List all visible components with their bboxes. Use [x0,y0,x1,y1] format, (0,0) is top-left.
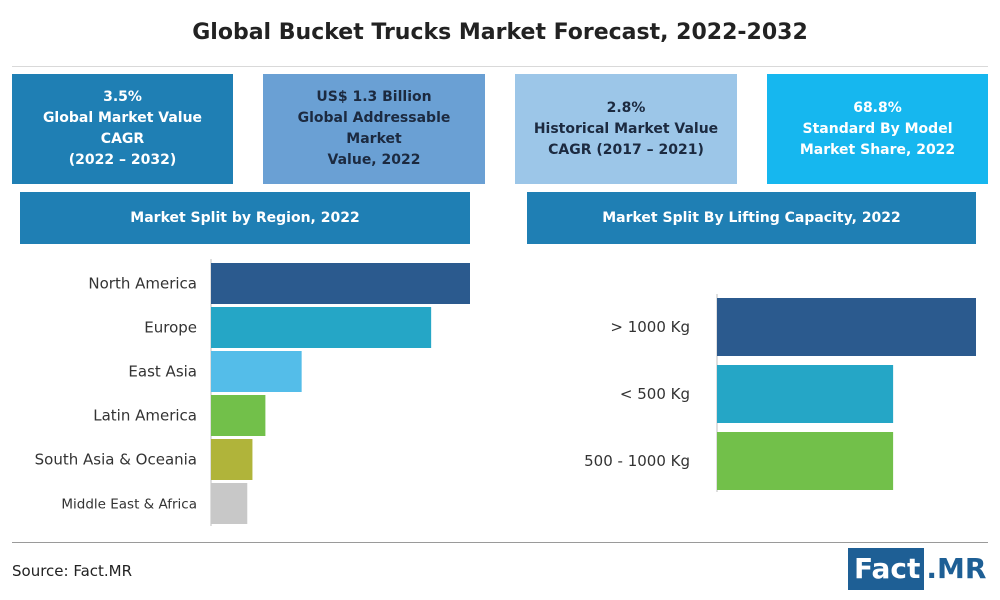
category-label: 500 - 1000 Kg [584,452,690,470]
stat-value: 68.8% [853,99,902,116]
stat-label: Global Addressable Market [297,110,451,147]
stat-card-historical-cagr: 2.8% Historical Market Value CAGR (2017 … [515,74,737,184]
category-label: Latin America [93,407,197,425]
stat-card-cagr: 3.5% Global Market Value CAGR (2022 – 20… [12,74,233,184]
category-label: > 1000 Kg [610,318,690,336]
stat-label: Standard By Model [802,120,953,137]
region-chart-title: Market Split by Region, 2022 [20,192,470,244]
category-label: East Asia [128,363,197,381]
category-label: North America [88,275,197,293]
stat-label: Historical Market Value [533,120,719,137]
page-title: Global Bucket Trucks Market Forecast, 20… [192,20,808,45]
bar-europe [211,307,432,348]
stat-value: 3.5% [103,89,142,105]
stat-label: Global Market Value CAGR [42,110,203,147]
stat-card-market-value: US$ 1.3 Billion Global Addressable Marke… [263,74,485,184]
stat-card-model-share: 68.8% Standard By Model Market Share, 20… [767,74,988,184]
category-label: South Asia & Oceania [35,451,197,469]
stat-value: US$ 1.3 Billion [316,89,432,105]
stat-period: Value, 2022 [327,152,421,168]
title-divider [12,66,988,67]
bar-middle-east-africa [211,483,248,524]
bar-south-asia-oceania [211,439,253,480]
stat-value: 2.8% [606,99,646,116]
category-label: Middle East & Africa [61,497,197,513]
stat-period: CAGR (2017 – 2021) [548,141,704,158]
source-note: Source: Fact.MR [12,562,133,580]
factmr-logo: Fact .MR [848,548,986,590]
logo-mr-text: .MR [926,552,987,585]
stat-period: (2022 – 2032) [68,152,177,168]
bar-1000-kg [717,298,976,356]
category-label: Europe [144,319,197,337]
bar-500-kg [717,365,894,423]
bar-latin-america [211,395,266,436]
footer-divider [12,542,988,543]
logo-fact-text: Fact [848,548,925,590]
category-label: < 500 Kg [620,385,690,403]
bar-500-1000-kg [717,432,894,490]
capacity-chart-title: Market Split By Lifting Capacity, 2022 [527,192,976,244]
bar-east-asia [211,351,302,392]
bar-north-america [211,263,470,304]
stat-period: Market Share, 2022 [799,141,956,158]
